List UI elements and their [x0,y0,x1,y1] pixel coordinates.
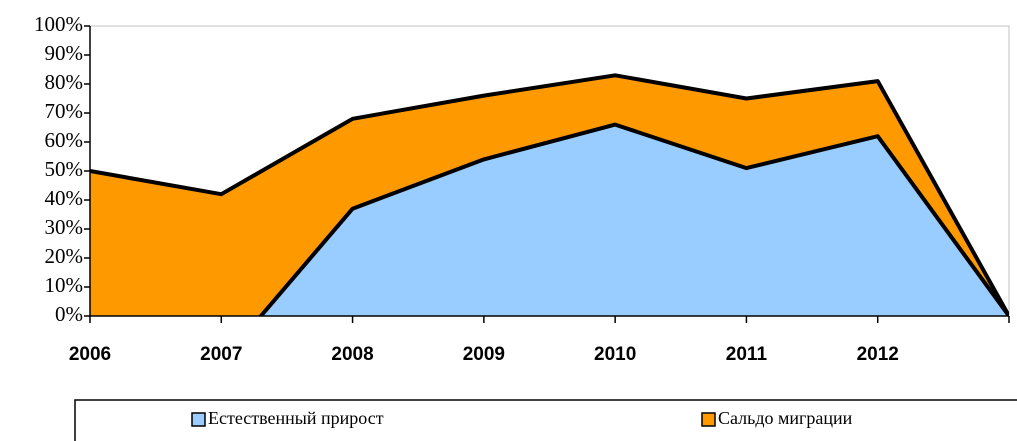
y-tick-label: 90% [45,41,84,65]
legend-label: Сальдо миграции [718,408,853,428]
y-tick-label: 40% [45,186,84,210]
x-tick-label: 2012 [857,344,899,365]
y-tick-label: 10% [45,273,84,297]
y-tick-label: 60% [45,128,84,152]
legend-swatch [701,412,716,427]
y-tick-label: 30% [45,215,84,239]
y-tick-label: 80% [45,70,84,94]
x-tick-label: 2008 [331,344,373,365]
x-tick-label: 2011 [726,344,768,365]
x-tick-label: 2010 [594,344,636,365]
area-outline [258,122,1009,316]
x-tick-label: 2007 [200,344,242,365]
area [90,124,1009,316]
y-tick-label: 70% [45,99,84,123]
area [90,75,1009,316]
x-tick-label: 2006 [69,344,111,365]
legend-label: Естественный прирост [208,408,384,428]
y-tick-label: 100% [34,12,83,36]
y-tick-label: 0% [55,302,83,326]
y-tick-label: 20% [45,244,84,268]
x-tick-label: 2009 [463,344,505,365]
legend-frame [74,399,1017,441]
area-outline [90,73,1009,316]
y-tick-label: 50% [45,157,84,181]
areas [90,73,1009,316]
legend-swatch [191,412,206,427]
